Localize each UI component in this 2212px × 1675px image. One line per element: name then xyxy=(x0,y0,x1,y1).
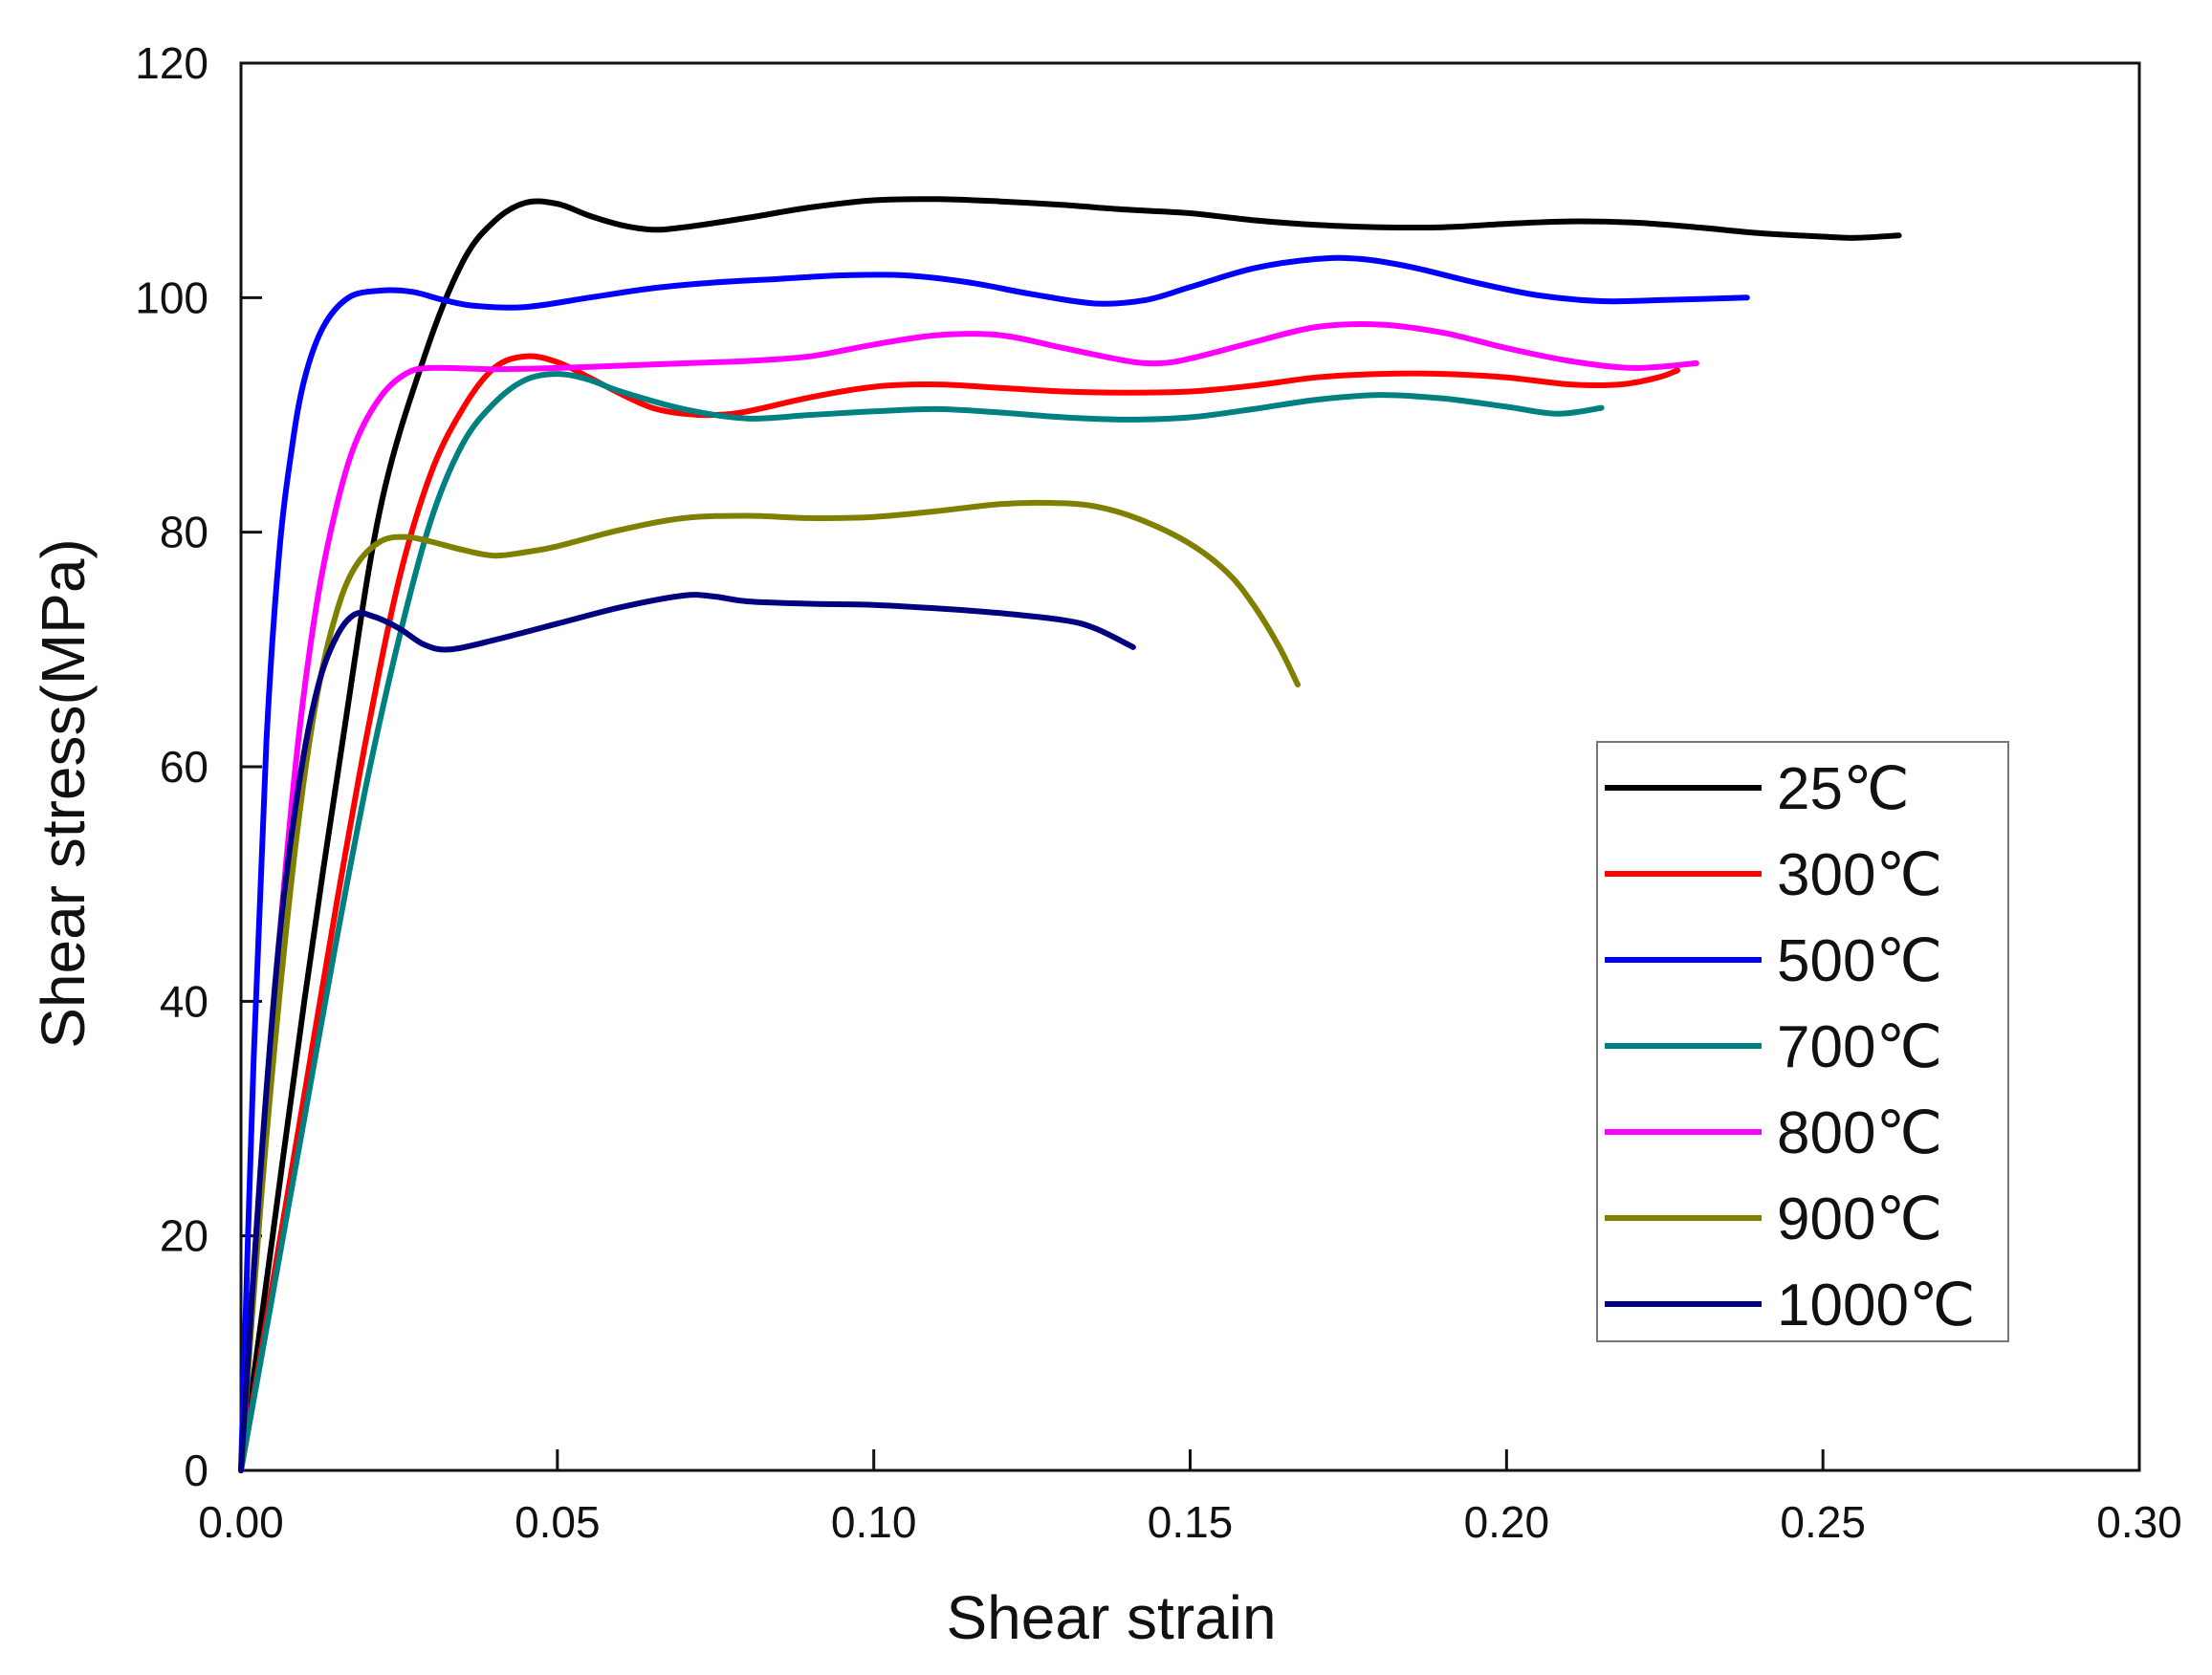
y-tick-label: 40 xyxy=(160,976,208,1026)
y-tick-label: 80 xyxy=(160,508,208,557)
x-tick-label: 0.15 xyxy=(1148,1497,1234,1547)
legend-label-3: 500℃ xyxy=(1777,928,1942,994)
x-tick-label: 0.30 xyxy=(2096,1497,2182,1547)
series-line-4 xyxy=(238,371,1605,1473)
legend-label-6: 900℃ xyxy=(1777,1186,1942,1252)
y-tick-label: 100 xyxy=(135,272,208,322)
y-tick-label: 20 xyxy=(160,1211,208,1261)
legend-label-5: 800℃ xyxy=(1777,1100,1942,1166)
x-axis-title: Shear strain xyxy=(946,1583,1276,1652)
legend-label-1: 25℃ xyxy=(1777,756,1910,822)
series-line-6 xyxy=(238,499,1301,1473)
x-tick-label: 0.05 xyxy=(515,1497,601,1547)
series-line-5 xyxy=(238,321,1699,1473)
legend-label-2: 300℃ xyxy=(1777,842,1942,908)
y-tick-label: 120 xyxy=(135,38,208,88)
series-line-1 xyxy=(238,196,1902,1473)
x-tick-label: 0.20 xyxy=(1464,1497,1550,1547)
legend-label-7: 1000℃ xyxy=(1777,1273,1976,1338)
y-tick-label: 0 xyxy=(184,1446,208,1495)
y-axis-title: Shear stress(MPa) xyxy=(29,538,98,1048)
x-tick-label: 0.25 xyxy=(1780,1497,1866,1547)
series-lines xyxy=(238,196,1902,1473)
series-line-7 xyxy=(238,592,1136,1473)
y-axis: 0 20 40 60 80 100 120 xyxy=(135,38,262,1495)
x-tick-label: 0.00 xyxy=(198,1497,284,1547)
series-line-3 xyxy=(238,254,1750,1473)
legend-box xyxy=(1596,741,2009,1342)
x-tick-label: 0.10 xyxy=(831,1497,917,1547)
y-tick-label: 60 xyxy=(160,742,208,792)
legend-label-4: 700℃ xyxy=(1777,1014,1942,1080)
x-axis: 0.00 0.05 0.10 0.15 0.20 0.25 0.30 xyxy=(198,1449,2182,1547)
legend: 25℃ 300℃ 500℃ 700℃ 800℃ 900℃ 1000℃ xyxy=(1596,741,2009,1342)
